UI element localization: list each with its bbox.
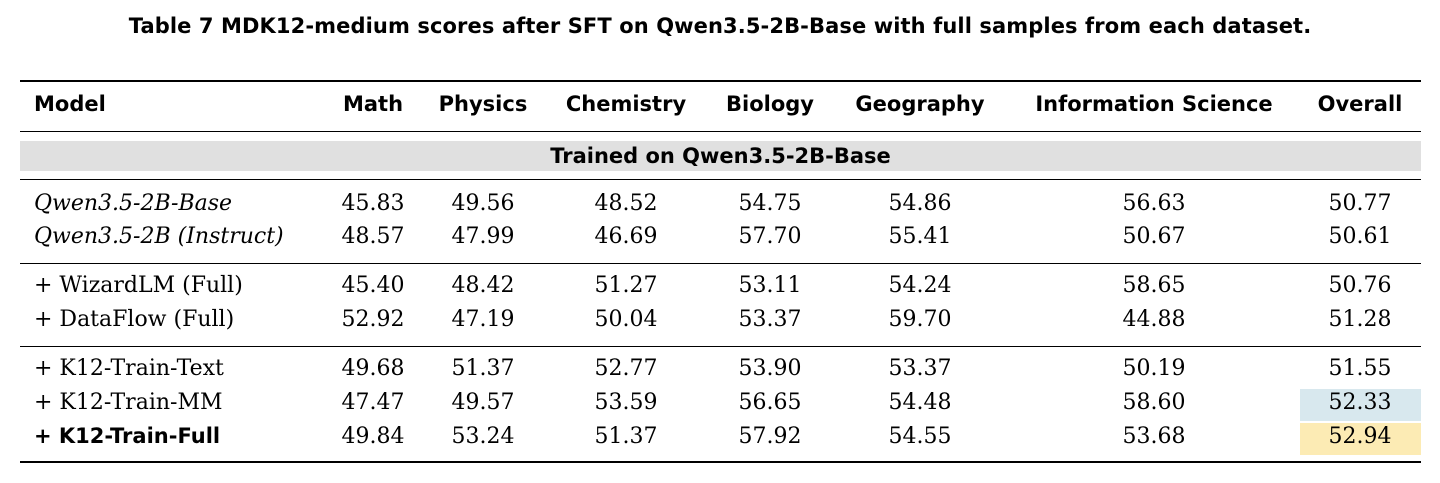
header-physics: Physics — [438, 92, 528, 116]
cell-overall: 51.55 — [1328, 356, 1392, 381]
cell-information-science: 44.88 — [1122, 307, 1186, 332]
cell-overall: 52.33 — [1328, 390, 1392, 415]
cell-math: 47.47 — [341, 390, 405, 415]
cell-physics: 48.42 — [451, 273, 515, 298]
cell-chemistry: 48.52 — [594, 191, 658, 216]
header-information-science: Information Science — [1035, 92, 1273, 116]
header-model: Model — [34, 92, 106, 116]
bottom-rule — [20, 461, 1421, 463]
second-best-highlight — [1300, 389, 1421, 421]
group-header: Trained on Qwen3.5-2B-Base — [20, 141, 1421, 171]
section-rule-2 — [20, 346, 1421, 348]
cell-biology: 57.70 — [738, 224, 802, 249]
cell-math: 49.84 — [341, 424, 405, 449]
cell-biology: 53.37 — [738, 307, 802, 332]
row-model: Qwen3.5-2B-Base — [34, 191, 233, 216]
cell-biology: 54.75 — [738, 191, 802, 216]
cell-biology: 53.11 — [738, 273, 802, 298]
group-rule — [20, 179, 1421, 181]
cell-information-science: 56.63 — [1122, 191, 1186, 216]
cell-overall: 50.77 — [1328, 191, 1392, 216]
section-rule-1 — [20, 263, 1421, 265]
cell-math: 45.83 — [341, 191, 405, 216]
cell-biology: 56.65 — [738, 390, 802, 415]
cell-geography: 54.48 — [888, 390, 952, 415]
cell-math: 49.68 — [341, 356, 405, 381]
header-overall: Overall — [1317, 92, 1403, 116]
header-biology: Biology — [726, 92, 814, 116]
cell-biology: 53.90 — [738, 356, 802, 381]
cell-physics: 49.56 — [451, 191, 515, 216]
row-model: + WizardLM (Full) — [34, 273, 243, 298]
cell-overall: 51.28 — [1328, 307, 1392, 332]
header-geography: Geography — [855, 92, 985, 116]
header-rule — [20, 131, 1421, 133]
cell-geography: 55.41 — [888, 224, 952, 249]
group-header-label: Trained on Qwen3.5-2B-Base — [550, 144, 891, 168]
cell-geography: 54.24 — [888, 273, 952, 298]
row-model: + K12-Train-Full — [34, 424, 221, 448]
header-chemistry: Chemistry — [565, 92, 687, 116]
cell-math: 52.92 — [341, 307, 405, 332]
table-caption: Table 7 MDK12-medium scores after SFT on… — [128, 14, 1312, 38]
cell-geography: 53.37 — [888, 356, 952, 381]
row-model: Qwen3.5-2B (Instruct) — [34, 224, 284, 249]
cell-chemistry: 53.59 — [594, 390, 658, 415]
cell-information-science: 58.65 — [1122, 273, 1186, 298]
cell-chemistry: 52.77 — [594, 356, 658, 381]
cell-geography: 54.86 — [888, 191, 952, 216]
row-model: + K12-Train-Text — [34, 356, 224, 381]
cell-information-science: 53.68 — [1122, 424, 1186, 449]
cell-math: 48.57 — [341, 224, 405, 249]
cell-physics: 51.37 — [451, 356, 515, 381]
cell-information-science: 50.19 — [1122, 356, 1186, 381]
cell-geography: 54.55 — [888, 424, 952, 449]
cell-information-science: 50.67 — [1122, 224, 1186, 249]
cell-chemistry: 51.37 — [594, 424, 658, 449]
cell-physics: 47.19 — [451, 307, 515, 332]
row-model: + K12-Train-MM — [34, 390, 223, 415]
cell-math: 45.40 — [341, 273, 405, 298]
header-math: Math — [342, 92, 404, 116]
cell-geography: 59.70 — [888, 307, 952, 332]
cell-physics: 49.57 — [451, 390, 515, 415]
cell-physics: 47.99 — [451, 224, 515, 249]
best-highlight — [1300, 423, 1421, 455]
cell-information-science: 58.60 — [1122, 390, 1186, 415]
cell-overall: 52.94 — [1328, 424, 1392, 449]
top-rule — [20, 80, 1421, 82]
cell-chemistry: 51.27 — [594, 273, 658, 298]
cell-biology: 57.92 — [738, 424, 802, 449]
cell-overall: 50.61 — [1328, 224, 1392, 249]
row-model: + DataFlow (Full) — [34, 307, 235, 332]
cell-overall: 50.76 — [1328, 273, 1392, 298]
cell-chemistry: 46.69 — [594, 224, 658, 249]
cell-physics: 53.24 — [451, 424, 515, 449]
cell-chemistry: 50.04 — [594, 307, 658, 332]
